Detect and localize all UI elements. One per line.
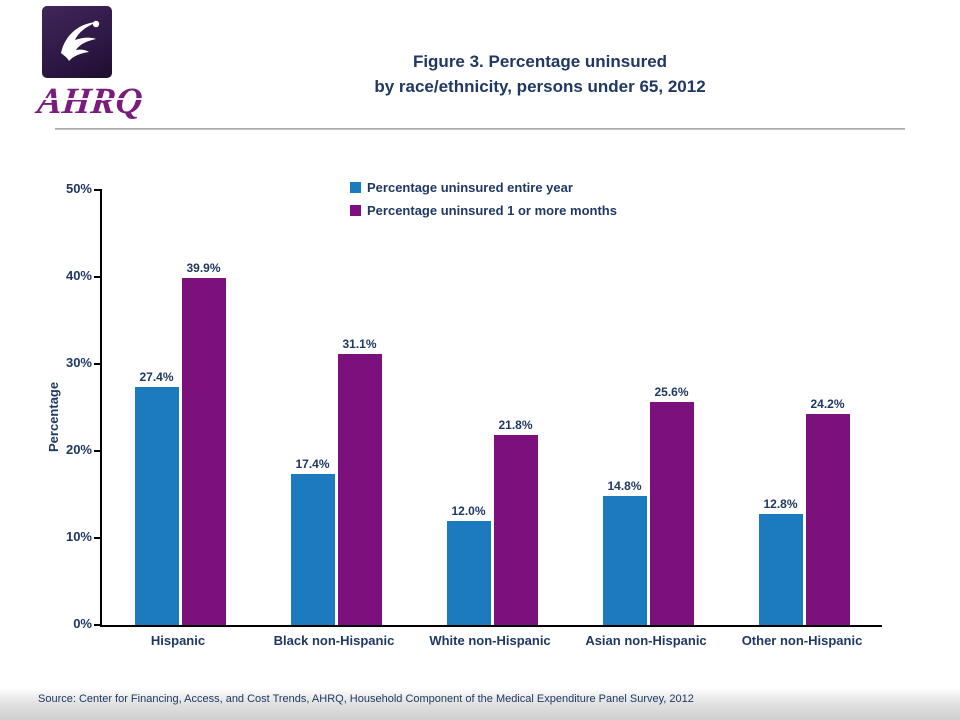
y-tick-label: 0% — [73, 616, 92, 631]
y-tick-label: 10% — [65, 529, 92, 544]
header-divider — [55, 128, 905, 130]
y-tick-mark — [94, 276, 102, 278]
x-category-label: Other non-Hispanic — [741, 633, 863, 648]
y-tick-label: 40% — [65, 268, 92, 283]
bar-group: 12.0% 21.8% — [414, 418, 570, 625]
y-tick-mark — [94, 537, 102, 539]
bar-with-label: 39.9% — [181, 260, 226, 625]
bar-with-label: 31.1% — [337, 337, 382, 625]
x-axis-labels: Hispanic Black non-Hispanic White non-Hisp… — [100, 633, 880, 648]
y-tick-mark — [94, 450, 102, 452]
bar-with-label: 21.8% — [493, 418, 538, 625]
plot-area: 27.4% 39.9% 17.4% 31.1% 12.0% 21.8% 14.8% 25.6%… — [100, 190, 882, 627]
bar — [493, 435, 538, 625]
legend-swatch-icon — [350, 205, 361, 216]
bar-value-label: 21.8% — [498, 418, 533, 433]
bar — [337, 354, 382, 625]
bar-value-label: 14.8% — [607, 479, 642, 494]
y-tick-mark — [94, 189, 102, 191]
hhs-eagle-icon — [51, 13, 103, 72]
bar — [181, 277, 226, 625]
bar-with-label: 17.4% — [290, 456, 335, 625]
y-tick-label: 20% — [65, 442, 92, 457]
bar-value-label: 12.0% — [451, 503, 486, 518]
bar — [602, 496, 647, 625]
bar-with-label: 25.6% — [649, 385, 694, 625]
bar-with-label: 12.0% — [446, 503, 491, 625]
bar-value-label: 25.6% — [654, 385, 689, 400]
chart-title: Figure 3. Percentage uninsured by race/e… — [180, 50, 900, 99]
x-category-label: Hispanic — [150, 633, 206, 648]
y-tick-label: 30% — [65, 355, 92, 370]
chart-title-line1: Figure 3. Percentage uninsured — [412, 52, 668, 71]
y-tick-label: 50% — [65, 181, 92, 196]
source-note: Source: Center for Financing, Access, an… — [38, 693, 694, 705]
bar — [649, 402, 694, 625]
bar-value-label: 17.4% — [295, 456, 330, 471]
bar — [290, 473, 335, 625]
bar-value-label: 24.2% — [810, 397, 845, 412]
legend-label: Percentage uninsured 1 or more months — [367, 203, 617, 218]
y-tick-mark — [94, 363, 102, 365]
bar-value-label: 31.1% — [342, 337, 377, 352]
bar — [134, 386, 179, 625]
bar-group: 17.4% 31.1% — [258, 337, 414, 625]
bar — [805, 414, 850, 625]
legend-swatch-icon — [350, 182, 361, 193]
hhs-logo — [42, 6, 112, 78]
bar — [758, 513, 803, 625]
bar-group: 14.8% 25.6% — [570, 385, 726, 625]
bar-value-label: 39.9% — [186, 260, 221, 275]
chart-title-line2: by race/ethnicity, persons under 65, 201… — [374, 76, 706, 96]
legend-item: Percentage uninsured 1 or more months — [350, 203, 617, 218]
x-category-label: Asian non-Hispanic — [585, 633, 707, 648]
legend-label: Percentage uninsured entire year — [367, 180, 573, 195]
legend: Percentage uninsured entire year Percenta… — [350, 180, 617, 218]
legend-item: Percentage uninsured entire year — [350, 180, 617, 195]
bar-with-label: 12.8% — [758, 496, 803, 625]
y-tick-mark — [94, 624, 102, 626]
bar-value-label: 27.4% — [139, 369, 174, 384]
bar-with-label: 14.8% — [602, 479, 647, 625]
footer-band: Source: Center for Financing, Access, an… — [0, 688, 960, 720]
bar-group: 12.8% 24.2% — [726, 397, 882, 625]
x-category-label: White non-Hispanic — [429, 633, 551, 648]
bar-value-label: 12.8% — [763, 496, 798, 511]
bar-with-label: 24.2% — [805, 397, 850, 625]
bar — [446, 520, 491, 625]
bar-groups: 27.4% 39.9% 17.4% 31.1% 12.0% 21.8% 14.8% 25.6%… — [102, 190, 882, 625]
bar-group: 27.4% 39.9% — [102, 261, 258, 625]
x-category-label: Black non-Hispanic — [273, 633, 395, 648]
bar-with-label: 27.4% — [134, 369, 179, 625]
